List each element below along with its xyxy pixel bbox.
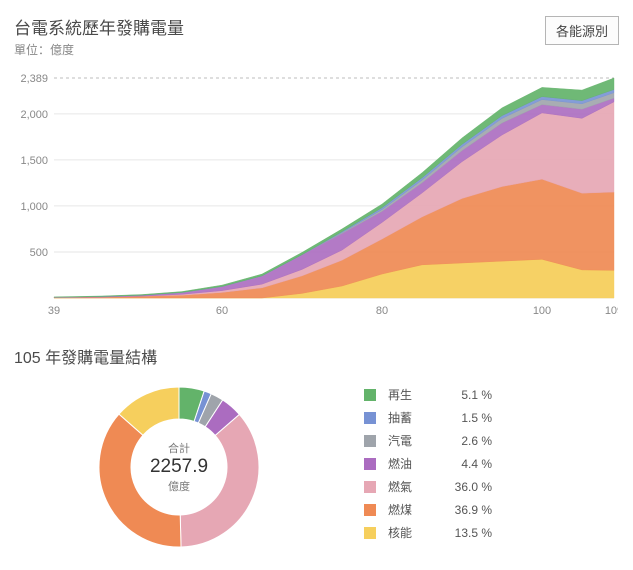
legend-label: 燃煤 — [388, 501, 432, 518]
svg-text:1,000: 1,000 — [20, 201, 48, 213]
legend-value: 36.0 % — [432, 480, 492, 494]
composition-title-suffix: 年發購電量結構 — [41, 350, 157, 367]
mode-toggle-button[interactable]: 各能源別 — [545, 16, 619, 45]
donut-slice-coal[interactable] — [99, 414, 181, 547]
legend: 再生5.1 %抽蓄1.5 %汽電2.6 %燃油4.4 %燃氣36.0 %燃煤36… — [364, 380, 492, 547]
legend-row-cogen[interactable]: 汽電2.6 % — [364, 432, 492, 449]
svg-text:2,389: 2,389 — [20, 73, 48, 85]
legend-swatch-pumped — [364, 412, 376, 424]
header-row: 台電系統歷年發購電量 單位：億度 各能源別 — [14, 10, 619, 64]
legend-label: 核能 — [388, 524, 432, 541]
area-chart-svg: 500 1,000 1,500 2,000 2,389 39 60 80 100 109 — [14, 72, 618, 322]
legend-value: 13.5 % — [432, 526, 492, 540]
legend-row-coal[interactable]: 燃煤36.9 % — [364, 501, 492, 518]
legend-swatch-gas — [364, 481, 376, 493]
svg-text:60: 60 — [216, 305, 228, 317]
legend-swatch-cogen — [364, 435, 376, 447]
donut-slice-gas[interactable] — [180, 414, 259, 547]
svg-text:80: 80 — [376, 305, 388, 317]
legend-swatch-coal — [364, 504, 376, 516]
legend-value: 2.6 % — [432, 434, 492, 448]
legend-label: 汽電 — [388, 432, 432, 449]
page-subtitle: 單位：億度 — [14, 41, 184, 58]
composition-title: 105 年發購電量結構 — [14, 344, 619, 368]
composition-year: 105 — [14, 350, 41, 367]
legend-label: 再生 — [388, 386, 432, 403]
legend-row-nuclear[interactable]: 核能13.5 % — [364, 524, 492, 541]
page: 台電系統歷年發購電量 單位：億度 各能源別 500 1,000 1,500 2,000… — [0, 0, 633, 566]
svg-text:109: 109 — [605, 305, 618, 317]
legend-swatch-oil — [364, 458, 376, 470]
legend-swatch-nuclear — [364, 527, 376, 539]
composition-panel: 合計 2257.9 億度 再生5.1 %抽蓄1.5 %汽電2.6 %燃油4.4 … — [14, 376, 619, 552]
svg-text:1,500: 1,500 — [20, 155, 48, 167]
donut-svg — [94, 382, 264, 552]
legend-value: 4.4 % — [432, 457, 492, 471]
svg-text:39: 39 — [48, 305, 60, 317]
legend-row-oil[interactable]: 燃油4.4 % — [364, 455, 492, 472]
legend-value: 5.1 % — [432, 388, 492, 402]
legend-label: 燃油 — [388, 455, 432, 472]
donut-chart: 合計 2257.9 億度 — [94, 382, 264, 552]
legend-label: 抽蓄 — [388, 409, 432, 426]
legend-row-gas[interactable]: 燃氣36.0 % — [364, 478, 492, 495]
header-text: 台電系統歷年發購電量 單位：億度 — [14, 10, 184, 64]
svg-text:2,000: 2,000 — [20, 109, 48, 121]
legend-row-pumped[interactable]: 抽蓄1.5 % — [364, 409, 492, 426]
legend-label: 燃氣 — [388, 478, 432, 495]
legend-swatch-renewable — [364, 389, 376, 401]
page-title: 台電系統歷年發購電量 — [14, 14, 184, 39]
legend-row-renewable[interactable]: 再生5.1 % — [364, 386, 492, 403]
area-chart: 500 1,000 1,500 2,000 2,389 39 60 80 100 109 — [14, 72, 619, 322]
legend-value: 1.5 % — [432, 411, 492, 425]
svg-text:100: 100 — [533, 305, 551, 317]
svg-text:500: 500 — [30, 247, 48, 259]
legend-value: 36.9 % — [432, 503, 492, 517]
